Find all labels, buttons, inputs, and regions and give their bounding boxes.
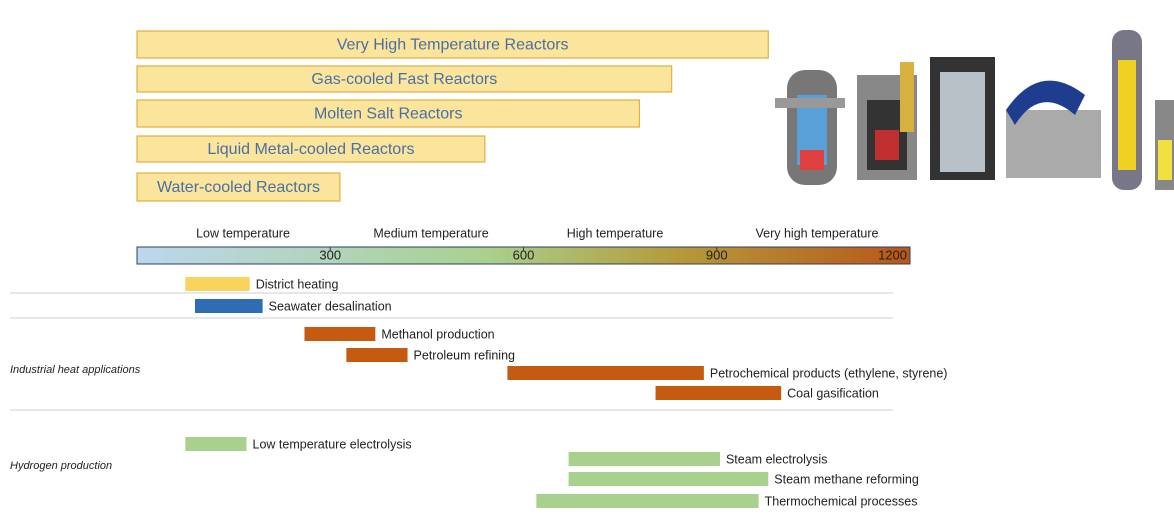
x-tick-label: 900: [706, 247, 728, 262]
zone-label: Low temperature: [196, 226, 290, 240]
application-label: Petroleum refining: [414, 348, 515, 362]
reactor-bar: [136, 172, 341, 202]
group-label: Industrial heat applications: [10, 364, 141, 376]
reactor-bar: [136, 30, 769, 59]
zone-label: Medium temperature: [373, 226, 488, 240]
application-label: District heating: [256, 277, 339, 291]
x-tick-label: 300: [319, 247, 341, 262]
reactor-bar: [136, 135, 486, 163]
group-label: Hydrogen production: [10, 460, 112, 472]
reactor-image: [1112, 30, 1174, 190]
application-label: Petrochemical products (ethylene, styren…: [710, 366, 948, 380]
zone-label: High temperature: [567, 226, 664, 240]
reactor-bar: [136, 65, 673, 93]
x-tick-label: 600: [513, 247, 535, 262]
reactor-label: Water-cooled Reactors: [157, 179, 320, 196]
application-bar: [536, 494, 759, 508]
reactor-images: [775, 30, 1174, 190]
reactor-image: [1006, 80, 1101, 178]
x-tick-label: 1200: [878, 247, 907, 262]
application-bar: [194, 299, 263, 313]
application-bar: [185, 437, 247, 451]
reactor-label: Gas-cooled Fast Reactors: [311, 71, 497, 88]
application-bar: [507, 366, 704, 380]
application-label: Seawater desalination: [269, 299, 392, 313]
application-bar: [568, 472, 769, 486]
application-bar: [185, 277, 250, 291]
application-label: Low temperature electrolysis: [253, 437, 412, 451]
application-bar: [655, 386, 782, 400]
application-bar: [568, 452, 720, 466]
application-label: Methanol production: [381, 327, 494, 341]
reactor-image: [930, 57, 995, 180]
reactor-image: [775, 70, 845, 185]
reactor-image: [857, 62, 917, 180]
application-bar: [304, 327, 376, 341]
reactor-label: Very High Temperature Reactors: [337, 37, 569, 54]
application-label: Coal gasification: [787, 386, 879, 400]
application-label: Steam methane reforming: [774, 472, 919, 486]
reactor-label: Liquid Metal-cooled Reactors: [207, 141, 414, 158]
reactor-bar: [136, 99, 641, 128]
zone-label: Very high temperature: [756, 226, 879, 240]
reactor-label: Molten Salt Reactors: [314, 106, 463, 123]
application-label: Steam electrolysis: [726, 452, 827, 466]
application-label: Thermochemical processes: [765, 494, 918, 508]
application-bar: [346, 348, 408, 362]
